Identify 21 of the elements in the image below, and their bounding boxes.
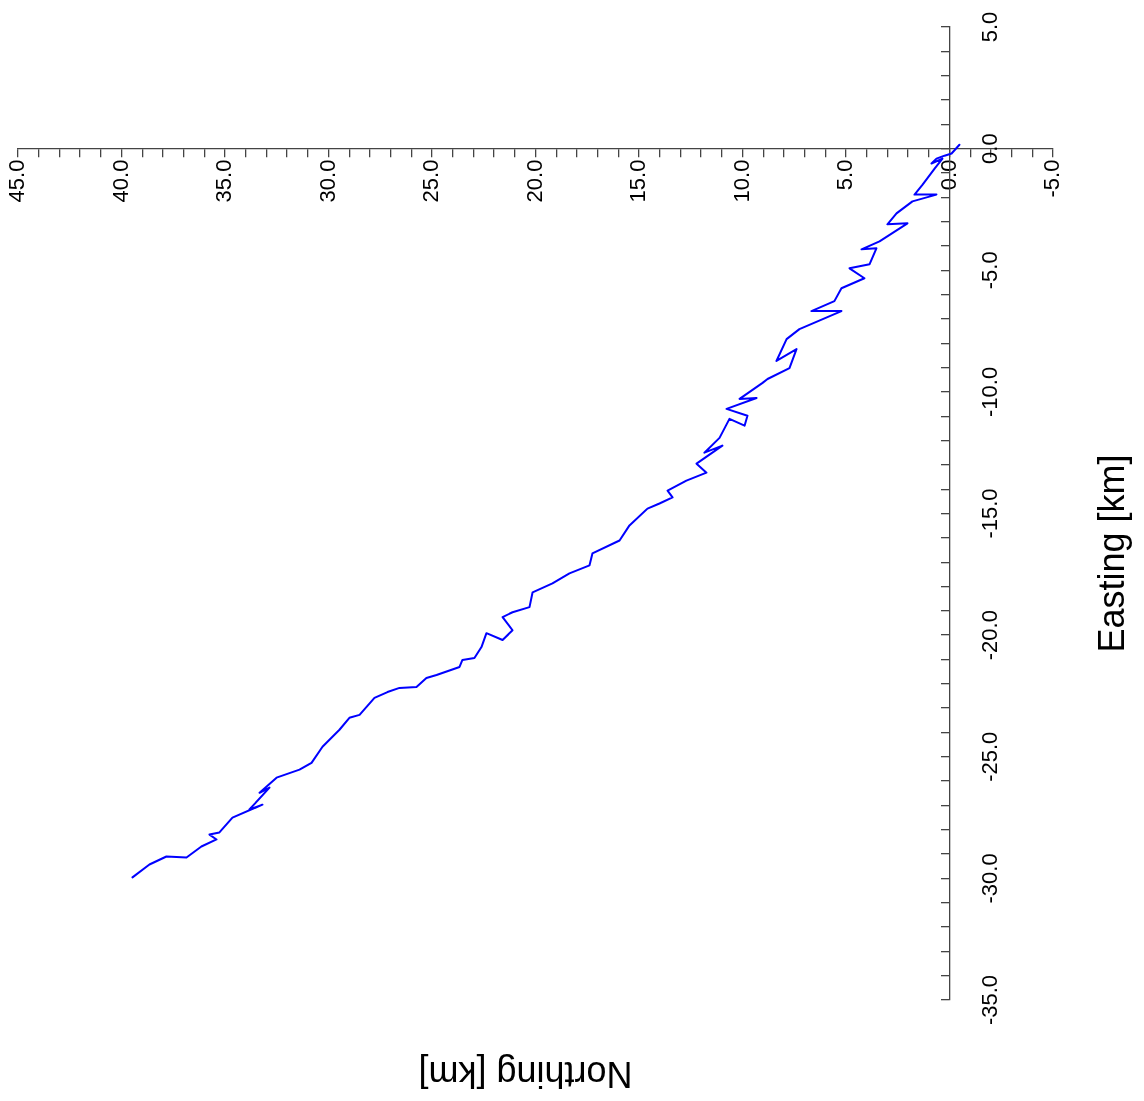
x-tick-label: -5.0	[1039, 159, 1065, 198]
x-tick-label: 30.0	[314, 159, 340, 203]
y-tick-label: -35.0	[976, 974, 1002, 1026]
y-tick-label: 0.0	[976, 133, 1002, 164]
y-axis-title: Easting [km]	[1090, 454, 1132, 653]
x-tick-label: 10.0	[728, 159, 754, 203]
y-tick-label: -25.0	[976, 731, 1002, 782]
x-tick-label: 5.0	[832, 159, 858, 191]
x-tick-label: 20.0	[521, 159, 547, 203]
x-tick-label: 15.0	[625, 159, 651, 203]
y-tick-label: -20.0	[976, 610, 1002, 661]
x-tick-label: 40.0	[107, 159, 133, 203]
y-tick-label: 5.0	[976, 11, 1002, 43]
y-tick-label: -10.0	[976, 366, 1002, 417]
y-tick-label: -15.0	[976, 488, 1002, 539]
x-tick-label: 45.0	[4, 159, 30, 203]
x-axis-title: Northing [km]	[418, 1054, 633, 1096]
x-tick-label: 25.0	[418, 159, 444, 203]
y-tick-label: -30.0	[976, 853, 1002, 904]
y-tick-label: -5.0	[976, 251, 1002, 290]
x-tick-label: 35.0	[211, 159, 237, 203]
